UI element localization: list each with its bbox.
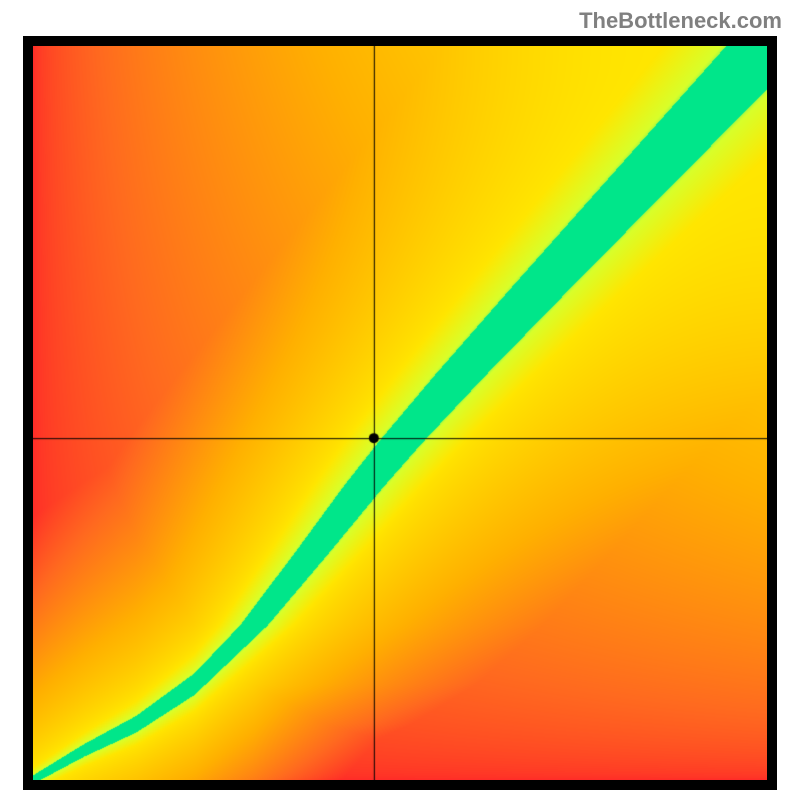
heatmap-canvas [33, 46, 767, 780]
plot-frame [23, 36, 777, 790]
watermark-label: TheBottleneck.com [579, 8, 782, 34]
plot-area [33, 46, 767, 780]
figure-container: TheBottleneck.com [0, 0, 800, 800]
